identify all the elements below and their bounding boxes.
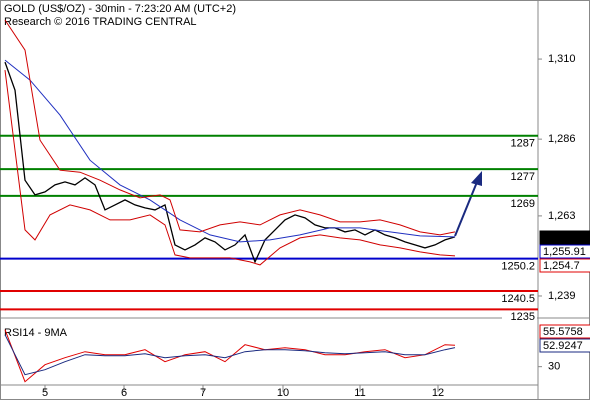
y-tick-label: 1,263 (548, 210, 576, 222)
line-price (4, 61, 456, 264)
level-label: 1269 (511, 198, 535, 210)
line-moving-average (4, 59, 456, 243)
chart-title: GOLD (US$/OZ) - 30min - 7:23:20 AM (UTC+… (4, 3, 236, 15)
y-tick-label: 1,239 (548, 290, 576, 302)
line-rsi (4, 329, 456, 383)
line-rsi-ma (4, 334, 456, 376)
x-tick-label: 7 (200, 387, 206, 399)
level-label: 1240.5 (501, 293, 535, 305)
last-label: 55.5758 (543, 326, 583, 338)
line-upper-band (4, 19, 456, 236)
x-tick-label: 12 (432, 387, 444, 399)
last-label-bg (539, 244, 590, 259)
last-label: 1,254.7 (543, 260, 580, 272)
y-tick-label: 1,310 (548, 53, 576, 65)
y-tick-label: 1,286 (548, 133, 576, 145)
panel-title: RSI14 - 9MA (4, 327, 68, 339)
level-label-bg (502, 137, 537, 150)
level-label: 1287 (511, 138, 535, 150)
last-label-bg (539, 258, 590, 273)
level-label-bg (502, 197, 537, 210)
x-tick-label: 5 (42, 387, 48, 399)
last-label: 1,256.16 (543, 232, 586, 244)
chart-subtitle: Research © 2016 TRADING CENTRAL (4, 16, 197, 28)
y-tick-label: 30 (548, 361, 560, 373)
x-tick-label: 11 (354, 387, 365, 399)
level-label: 1235 (511, 311, 535, 323)
level-label-bg (502, 260, 537, 273)
x-tick-label: 6 (121, 387, 127, 399)
level-label: 1277 (511, 171, 535, 183)
level-label-bg (502, 311, 537, 324)
last-label: 52.9247 (543, 340, 583, 352)
level-label-bg (502, 171, 537, 184)
last-label-bg (539, 230, 590, 245)
arrow-head (471, 171, 482, 186)
level-label: 1250.2 (501, 261, 535, 273)
last-label: 1,255.91 (543, 246, 586, 258)
level-label-bg (502, 292, 537, 305)
last-label-bg (539, 324, 590, 339)
line-lower-band (4, 70, 456, 266)
last-label-bg (539, 338, 590, 353)
forecast-arrow (454, 181, 478, 237)
x-tick-label: 10 (277, 387, 289, 399)
